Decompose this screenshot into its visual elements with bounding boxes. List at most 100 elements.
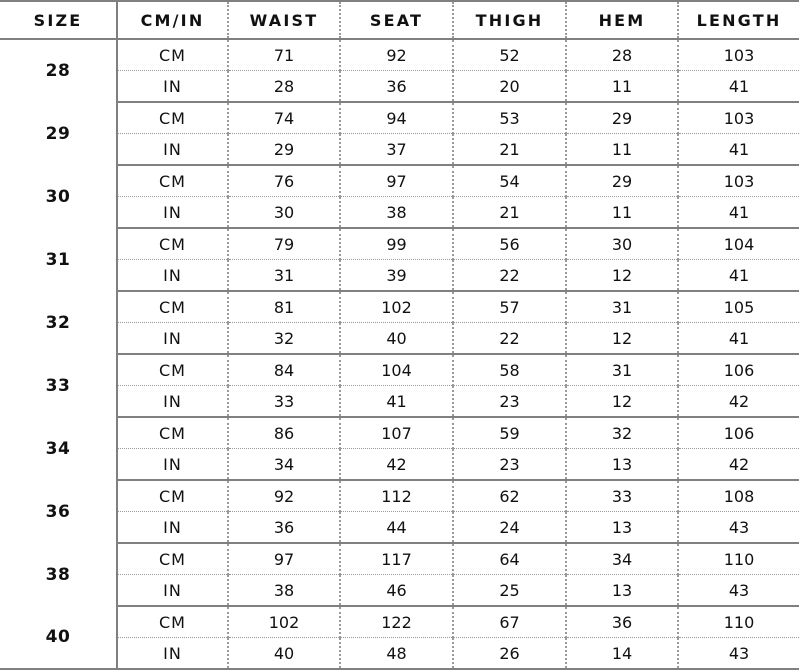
- measurement-cell: 84: [228, 354, 341, 386]
- measurement-cell: 102: [340, 291, 454, 323]
- measurement-cell: 32: [566, 417, 679, 449]
- measurement-cell: 71: [228, 39, 341, 71]
- table-row: 29 CM 74 94 53 29 103: [0, 102, 799, 165]
- measurement-cell: 43: [678, 511, 799, 544]
- measurement-cell: 30: [228, 196, 341, 229]
- measurement-cell: 36: [340, 70, 454, 103]
- unit-cell: IN: [117, 133, 229, 166]
- size-cell: 32: [0, 291, 118, 354]
- unit-cell: IN: [117, 322, 229, 355]
- measurement-cell: 44: [340, 511, 454, 544]
- measurement-cell: 24: [453, 511, 567, 544]
- measurement-cell: 57: [453, 291, 567, 323]
- measurement-cell: 13: [566, 448, 679, 481]
- measurement-cell: 13: [566, 574, 679, 607]
- measurement-cell: 11: [566, 133, 679, 166]
- measurement-cell: 122: [340, 606, 454, 638]
- measurement-cell: 41: [678, 259, 799, 292]
- measurement-cell: 59: [453, 417, 567, 449]
- measurement-cell: 43: [678, 574, 799, 607]
- measurement-cell: 22: [453, 322, 567, 355]
- unit-cell: IN: [117, 574, 229, 607]
- measurement-cell: 97: [340, 165, 454, 197]
- measurement-cell: 12: [566, 322, 679, 355]
- table-body: 28 CM 71 92 52 28 103 IN 28 36 20 11 41 29 CM 74 94 53 29 1…: [0, 39, 799, 669]
- measurement-cell: 28: [566, 39, 679, 71]
- measurement-cell: 29: [566, 165, 679, 197]
- measurement-cell: 11: [566, 70, 679, 103]
- measurement-cell: 40: [228, 637, 341, 669]
- measurement-cell: 20: [453, 70, 567, 103]
- measurement-cell: 105: [678, 291, 799, 323]
- table-row: 36 CM 92 112 62 33 108: [0, 480, 799, 543]
- table-row: 34 CM 86 107 59 32 106: [0, 417, 799, 480]
- table-row: 30 CM 76 97 54 29 103: [0, 165, 799, 228]
- unit-cell: CM: [117, 417, 229, 449]
- measurement-cell: 26: [453, 637, 567, 669]
- table-row: IN 32 40 22 12 41: [0, 322, 799, 355]
- unit-cell: CM: [117, 39, 229, 71]
- size-cell: 34: [0, 417, 118, 480]
- measurement-cell: 103: [678, 39, 799, 71]
- measurement-cell: 42: [340, 448, 454, 481]
- measurement-cell: 22: [453, 259, 567, 292]
- table-row: IN 36 44 24 13 43: [0, 511, 799, 544]
- measurement-cell: 41: [340, 385, 454, 418]
- measurement-cell: 34: [566, 543, 679, 575]
- table-row: IN 28 36 20 11 41: [0, 70, 799, 103]
- measurement-cell: 103: [678, 165, 799, 197]
- measurement-cell: 54: [453, 165, 567, 197]
- measurement-cell: 53: [453, 102, 567, 134]
- measurement-cell: 46: [340, 574, 454, 607]
- unit-cell: CM: [117, 480, 229, 512]
- column-header-length: LENGTH: [678, 1, 799, 40]
- measurement-cell: 31: [566, 291, 679, 323]
- measurement-cell: 40: [340, 322, 454, 355]
- measurement-cell: 110: [678, 543, 799, 575]
- measurement-cell: 41: [678, 196, 799, 229]
- unit-cell: CM: [117, 291, 229, 323]
- measurement-cell: 29: [228, 133, 341, 166]
- unit-cell: CM: [117, 102, 229, 134]
- measurement-cell: 103: [678, 102, 799, 134]
- measurement-cell: 102: [228, 606, 341, 638]
- measurement-cell: 108: [678, 480, 799, 512]
- measurement-cell: 104: [678, 228, 799, 260]
- unit-cell: CM: [117, 354, 229, 386]
- measurement-cell: 42: [678, 448, 799, 481]
- measurement-cell: 64: [453, 543, 567, 575]
- measurement-cell: 29: [566, 102, 679, 134]
- table-row: 40 CM 102 122 67 36 110: [0, 606, 799, 669]
- measurement-cell: 48: [340, 637, 454, 669]
- table-row: 31 CM 79 99 56 30 104: [0, 228, 799, 291]
- unit-cell: IN: [117, 448, 229, 481]
- measurement-cell: 39: [340, 259, 454, 292]
- unit-cell: CM: [117, 543, 229, 575]
- measurement-cell: 86: [228, 417, 341, 449]
- size-cell: 31: [0, 228, 118, 291]
- measurement-cell: 33: [566, 480, 679, 512]
- table-row: 38 CM 97 117 64 34 110: [0, 543, 799, 606]
- measurement-cell: 31: [228, 259, 341, 292]
- column-header-unit: CM/IN: [117, 1, 229, 40]
- measurement-cell: 38: [228, 574, 341, 607]
- column-header-hem: HEM: [566, 1, 679, 40]
- measurement-cell: 41: [678, 70, 799, 103]
- table-row: IN 40 48 26 14 43: [0, 637, 799, 669]
- measurement-cell: 92: [340, 39, 454, 71]
- measurement-cell: 21: [453, 133, 567, 166]
- measurement-cell: 23: [453, 448, 567, 481]
- measurement-cell: 112: [340, 480, 454, 512]
- measurement-cell: 58: [453, 354, 567, 386]
- measurement-cell: 81: [228, 291, 341, 323]
- measurement-cell: 107: [340, 417, 454, 449]
- size-cell: 36: [0, 480, 118, 543]
- measurement-cell: 11: [566, 196, 679, 229]
- size-cell: 29: [0, 102, 118, 165]
- unit-cell: IN: [117, 637, 229, 669]
- measurement-cell: 99: [340, 228, 454, 260]
- measurement-cell: 30: [566, 228, 679, 260]
- table-row: 33 CM 84 104 58 31 106: [0, 354, 799, 417]
- unit-cell: IN: [117, 259, 229, 292]
